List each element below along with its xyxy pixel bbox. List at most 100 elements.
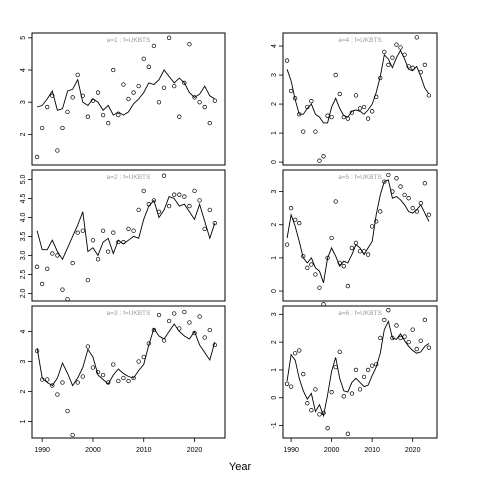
- observed-point: [202, 335, 207, 340]
- panel-frame: [282, 305, 438, 439]
- y-tick-label: 2: [271, 340, 278, 344]
- y-tick-label: 0: [271, 289, 278, 293]
- observed-point: [55, 253, 60, 258]
- observed-point: [131, 228, 136, 233]
- fitted-line: [36, 323, 216, 387]
- observed-point: [212, 342, 217, 348]
- y-tick-label: 5: [20, 36, 27, 40]
- observed-point: [166, 203, 172, 209]
- y-tick-label: 0: [271, 160, 278, 164]
- observed-point: [65, 109, 70, 115]
- panel-frame: [31, 32, 226, 166]
- observed-point: [370, 363, 375, 368]
- observed-point: [337, 260, 342, 266]
- observed-point: [177, 192, 182, 197]
- observed-point: [156, 209, 162, 214]
- x-tick-label: 2000: [324, 447, 340, 454]
- observed-point: [156, 312, 162, 318]
- x-tick-label: 2010: [136, 447, 152, 454]
- observed-point: [141, 56, 146, 61]
- x-tick-label: 2010: [364, 447, 380, 454]
- observed-point: [426, 345, 432, 350]
- panel-2: a=4 : f=UKBTS 0 1 2 3 4: [271, 32, 438, 166]
- observed-point: [361, 249, 367, 254]
- panel-title: a=4 : f=UKBTS: [338, 37, 382, 44]
- observed-point: [146, 341, 151, 346]
- observed-point: [131, 375, 136, 381]
- y-tick-label: 0: [271, 396, 278, 400]
- observed-point: [141, 354, 146, 360]
- observed-point: [386, 172, 391, 178]
- observed-point: [136, 83, 141, 89]
- observed-point: [341, 114, 346, 120]
- observed-point: [126, 96, 131, 102]
- observed-point: [406, 196, 411, 201]
- observed-point: [95, 369, 101, 375]
- observed-point: [305, 265, 310, 270]
- observed-point: [309, 262, 314, 267]
- y-tick-label: 3: [271, 312, 278, 316]
- observed-point: [45, 104, 50, 110]
- observed-point: [80, 228, 85, 233]
- observed-point: [309, 408, 314, 413]
- observed-point: [301, 371, 306, 377]
- observed-point: [414, 346, 419, 352]
- observed-point: [313, 129, 318, 134]
- observed-point: [365, 116, 371, 121]
- observed-point: [293, 96, 298, 101]
- observed-point: [349, 110, 355, 115]
- observed-point: [284, 381, 290, 386]
- observed-point: [80, 374, 85, 379]
- observed-point: [410, 327, 415, 332]
- observed-point: [398, 335, 403, 341]
- observed-point: [146, 202, 151, 207]
- observed-point: [177, 326, 182, 331]
- observed-point: [288, 88, 294, 94]
- observed-point: [386, 308, 391, 313]
- observed-point: [95, 90, 101, 95]
- observed-point: [172, 83, 177, 89]
- observed-point: [422, 181, 427, 186]
- observed-point: [402, 192, 407, 198]
- observed-point: [40, 125, 45, 131]
- observed-point: [202, 226, 207, 232]
- observed-point: [106, 380, 111, 385]
- observed-point: [141, 188, 146, 194]
- observed-point: [398, 45, 403, 50]
- panel-title: a=1 : f=UKBTS: [107, 37, 151, 44]
- observed-point: [293, 217, 298, 222]
- fitted-line: [286, 179, 430, 283]
- panel-title: a=2 : f=UKBTS: [107, 174, 151, 181]
- panels-group: a=1 : f=UKBTS 2 3 4 5 a=4 : f=UKBTS 0 1 2 3 4 a=2 :…: [20, 32, 438, 454]
- observed-point: [337, 91, 342, 97]
- observed-point: [45, 266, 50, 271]
- panel-frame: [31, 169, 226, 302]
- observed-point: [349, 245, 355, 251]
- observed-point: [357, 249, 363, 254]
- observed-point: [100, 112, 106, 118]
- observed-point: [90, 365, 96, 370]
- observed-point: [197, 100, 202, 105]
- observed-point: [50, 383, 55, 388]
- observed-point: [374, 94, 379, 99]
- observed-point: [370, 224, 375, 229]
- y-tick-label: 4.5: [20, 194, 27, 204]
- observed-point: [100, 372, 106, 378]
- observed-point: [333, 199, 338, 204]
- observed-point: [55, 392, 60, 397]
- panel-title: a=5 : f=UKBTS: [338, 174, 382, 181]
- observed-point: [192, 330, 197, 336]
- y-tick-label: 2: [271, 223, 278, 227]
- observed-point: [317, 158, 322, 163]
- observed-point: [325, 113, 330, 118]
- y-tick-label: 1: [271, 131, 278, 135]
- observed-point: [65, 408, 70, 414]
- observed-point: [177, 114, 182, 119]
- observed-point: [182, 194, 187, 199]
- y-tick-label: 4: [20, 68, 27, 72]
- observed-point: [100, 228, 106, 233]
- fitted-line: [286, 319, 430, 418]
- panel-frame: [31, 305, 226, 439]
- observed-point: [75, 230, 80, 235]
- observed-point: [357, 387, 363, 392]
